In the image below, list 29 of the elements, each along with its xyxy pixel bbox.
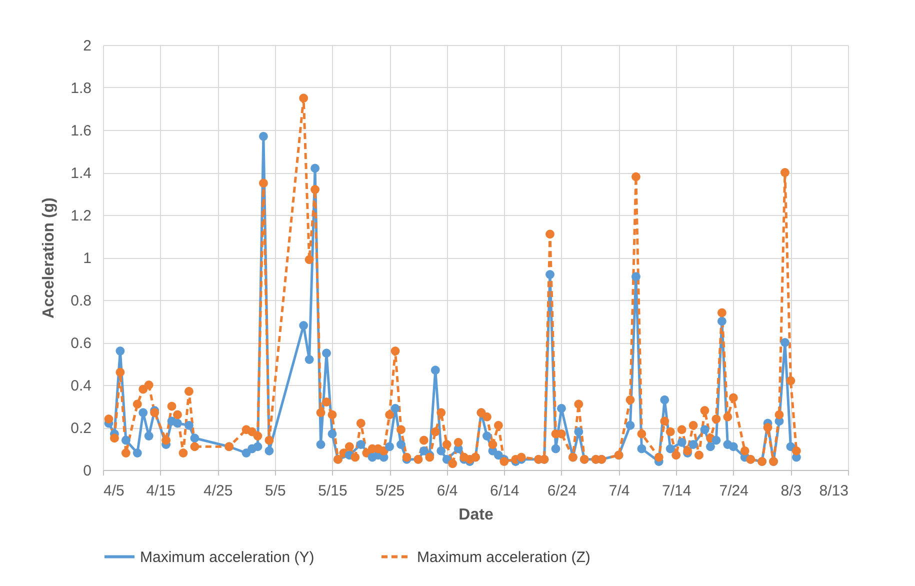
x-tick-label: 5/15 [318, 482, 348, 500]
y-tick-label: 1 [83, 250, 92, 267]
y-tick-label: 2 [83, 38, 92, 54]
x-tick-label: 6/14 [490, 482, 520, 500]
y-tick-label: 0.4 [70, 378, 92, 394]
x-tick-label: 5/25 [375, 482, 405, 500]
legend-label: Maximum acceleration (Y) [140, 548, 314, 566]
y-tick-label: 1.2 [70, 208, 92, 224]
y-tick-label: 0 [83, 462, 92, 480]
y-tick-label: 1.4 [70, 165, 92, 182]
legend-label: Maximum acceleration (Z) [417, 548, 590, 566]
y-tick-label: 0.6 [70, 335, 92, 352]
x-tick-label: 7/14 [662, 482, 692, 500]
x-tick-label: 4/15 [146, 482, 176, 500]
x-tick-label: 4/5 [104, 482, 124, 500]
x-axis-title: Date [458, 506, 494, 524]
y-axis-title: Acceleration (g) [40, 198, 58, 318]
x-tick-label: 8/3 [780, 482, 802, 500]
x-tick-label: 7/4 [608, 482, 630, 500]
x-tick-label: 8/13 [819, 482, 848, 500]
x-tick-label: 6/24 [547, 482, 577, 500]
y-tick-label: 0.8 [70, 292, 92, 310]
y-tick-label: 0.2 [70, 420, 92, 437]
x-tick-label: 5/5 [264, 482, 286, 500]
y-tick-label: 1.6 [70, 122, 92, 140]
x-tick-label: 7/24 [719, 482, 748, 500]
x-tick-label: 6/4 [436, 482, 458, 500]
y-tick-label: 1.8 [70, 80, 92, 97]
x-tick-label: 4/25 [204, 482, 233, 500]
